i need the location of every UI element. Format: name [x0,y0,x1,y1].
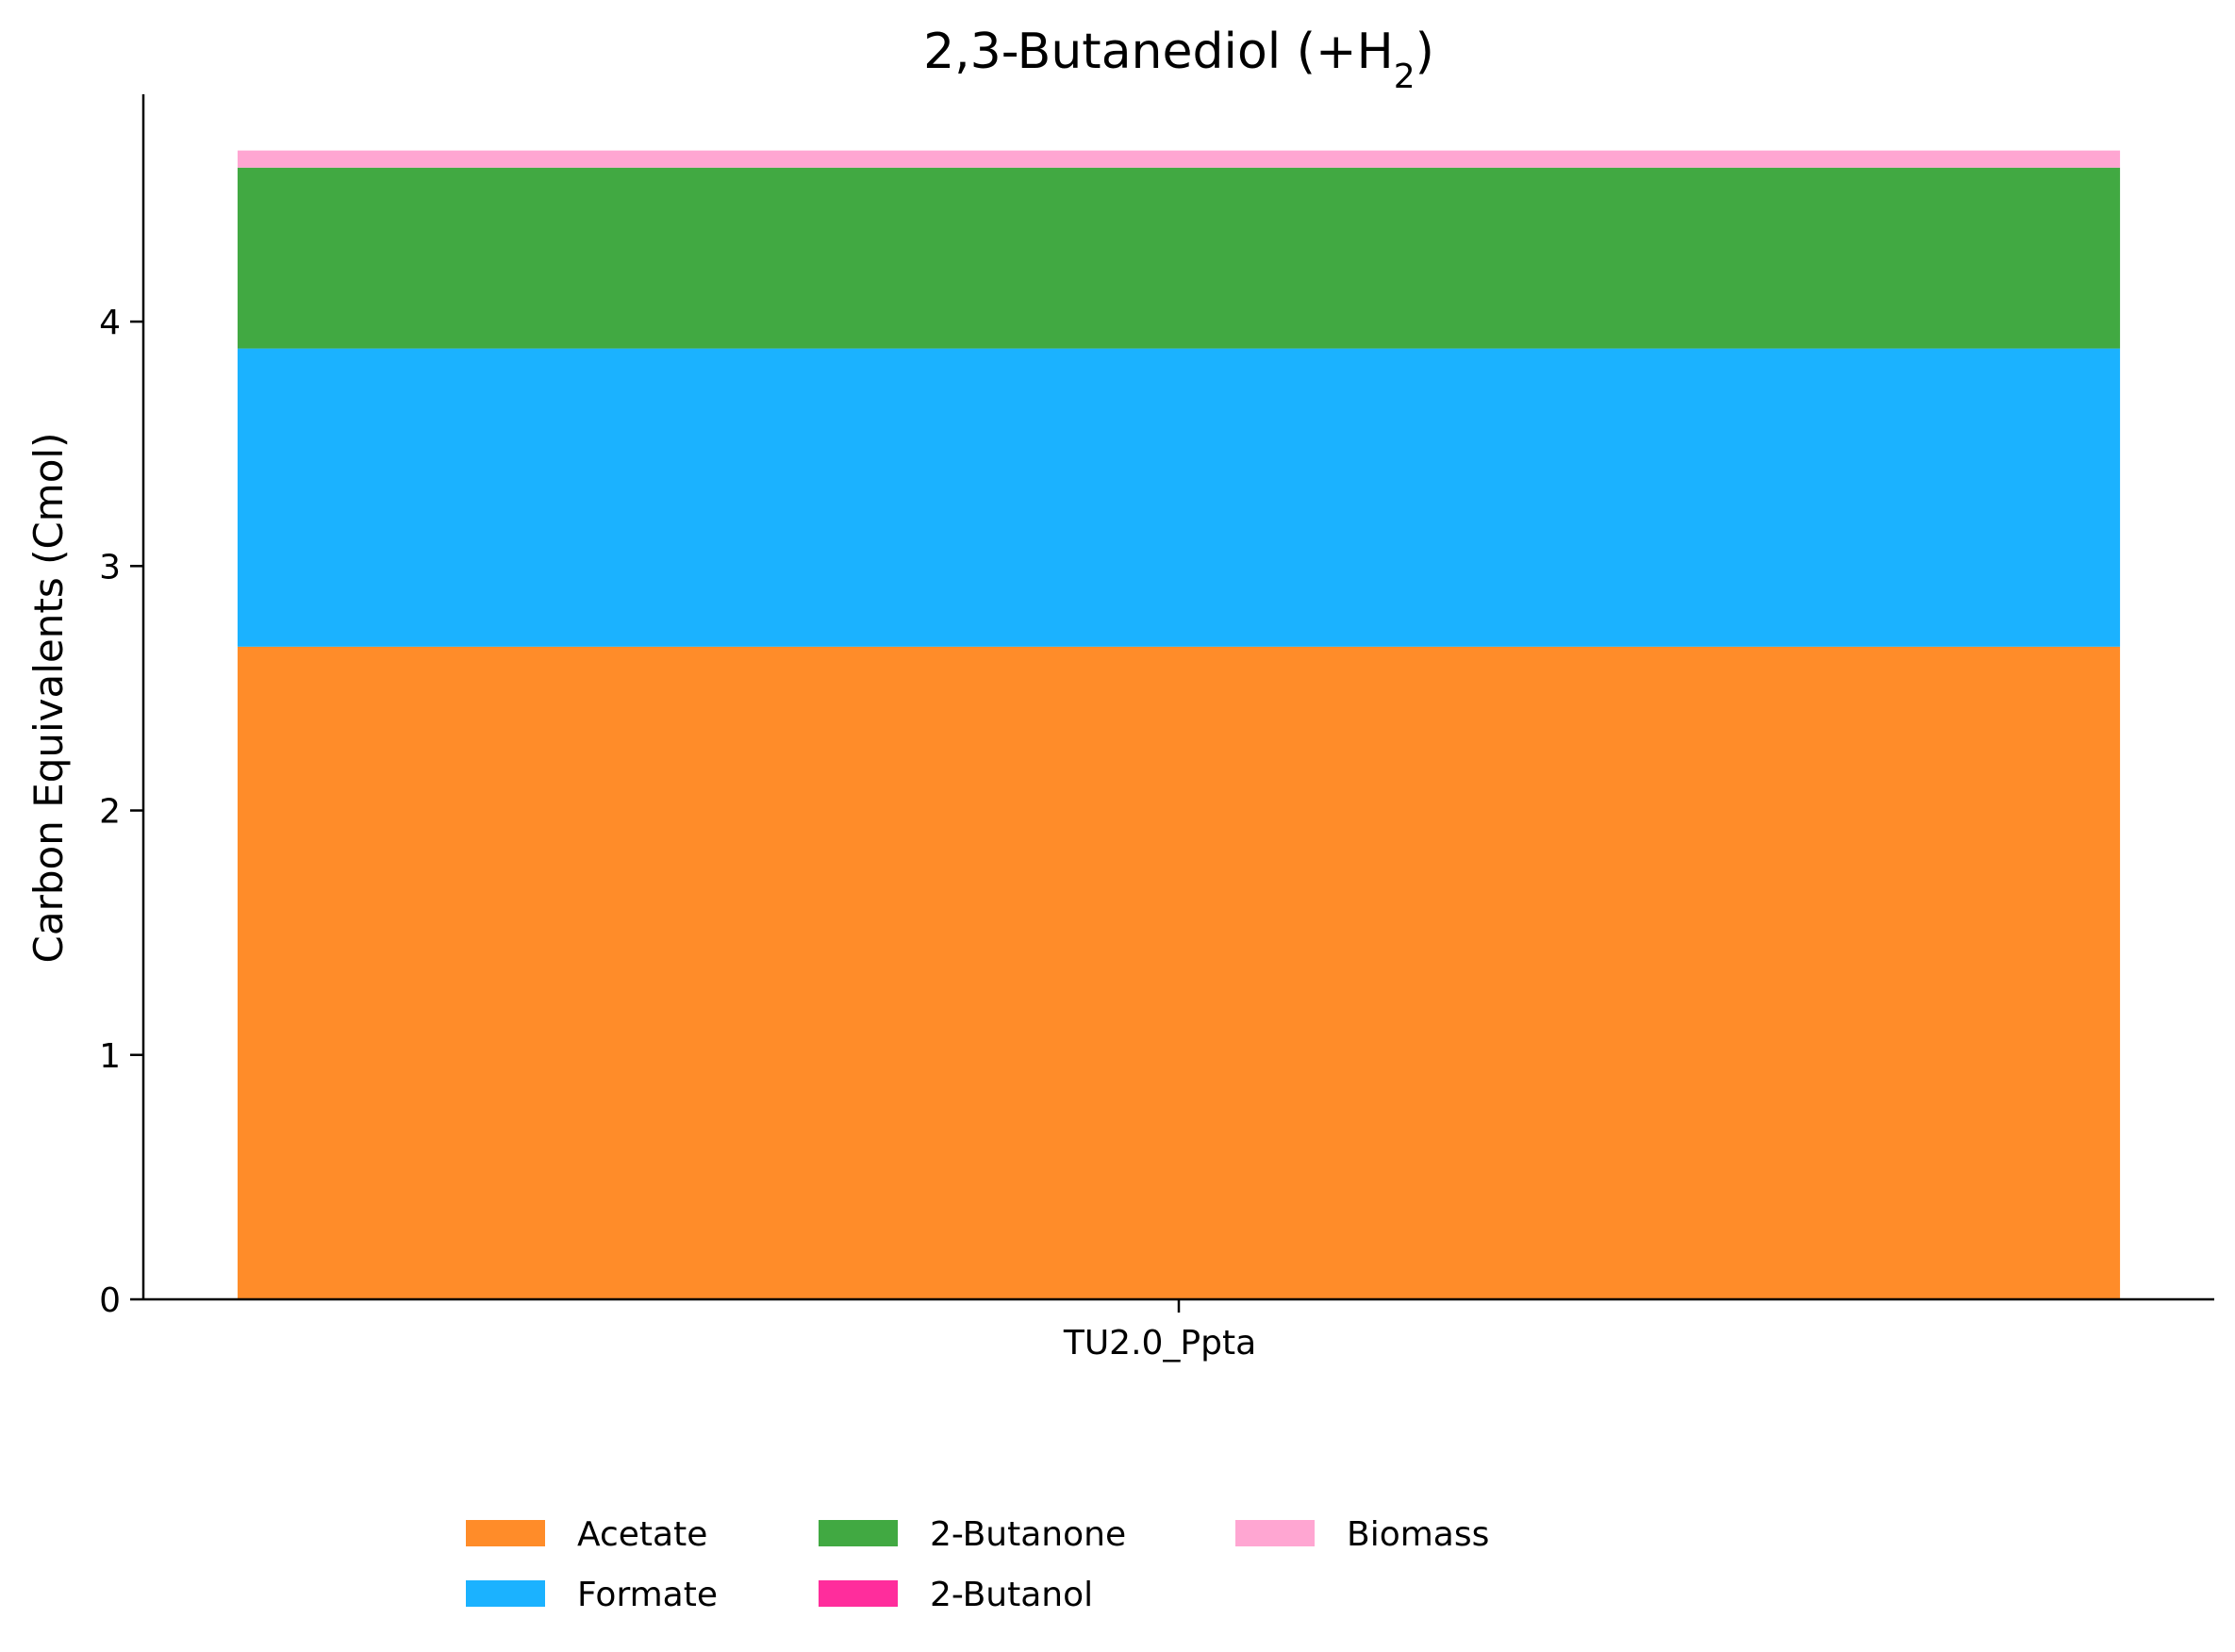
bar-segment-2-butanone [237,167,2121,349]
legend-swatch-2-butanol [819,1580,898,1607]
chart-title-main: 2,3-Butanediol (+H [923,24,1394,80]
legend-swatch-2-butanone [819,1520,898,1546]
legend-label-2-butanone: 2-Butanone [930,1515,1126,1554]
bar-segment-acetate [237,646,2121,1299]
legend-label-2-butanol: 2-Butanol [930,1576,1093,1614]
legend-label-formate: Formate [577,1576,718,1614]
chart-title-suffix: ) [1416,24,1434,80]
y-tick-label: 4 [99,304,121,342]
legend: Acetate Formate 2-Butanone 2-Butanol Biomass [466,1515,1489,1614]
y-tick-label: 0 [99,1281,121,1320]
chart-title-subscript: 2 [1394,58,1416,96]
axes: 0 1 2 3 4 TU2.0_Ppta [99,94,2214,1363]
bar-segment-biomass [237,150,2121,168]
chart-title: 2,3-Butanediol (+H2) [923,24,1434,96]
x-tick-label: TU2.0_Ppta [1063,1324,1256,1363]
y-tick-label: 3 [99,548,121,586]
legend-swatch-acetate [466,1520,545,1546]
y-axis-label: Carbon Equivalents (Cmol) [25,433,72,964]
legend-swatch-formate [466,1580,545,1607]
y-tick-label: 1 [99,1037,121,1076]
legend-label-biomass: Biomass [1347,1515,1489,1554]
y-tick-label: 2 [99,793,121,832]
legend-swatch-biomass [1235,1520,1315,1546]
bars [237,150,2121,1299]
legend-label-acetate: Acetate [577,1515,707,1554]
bar-segment-formate [237,348,2121,647]
